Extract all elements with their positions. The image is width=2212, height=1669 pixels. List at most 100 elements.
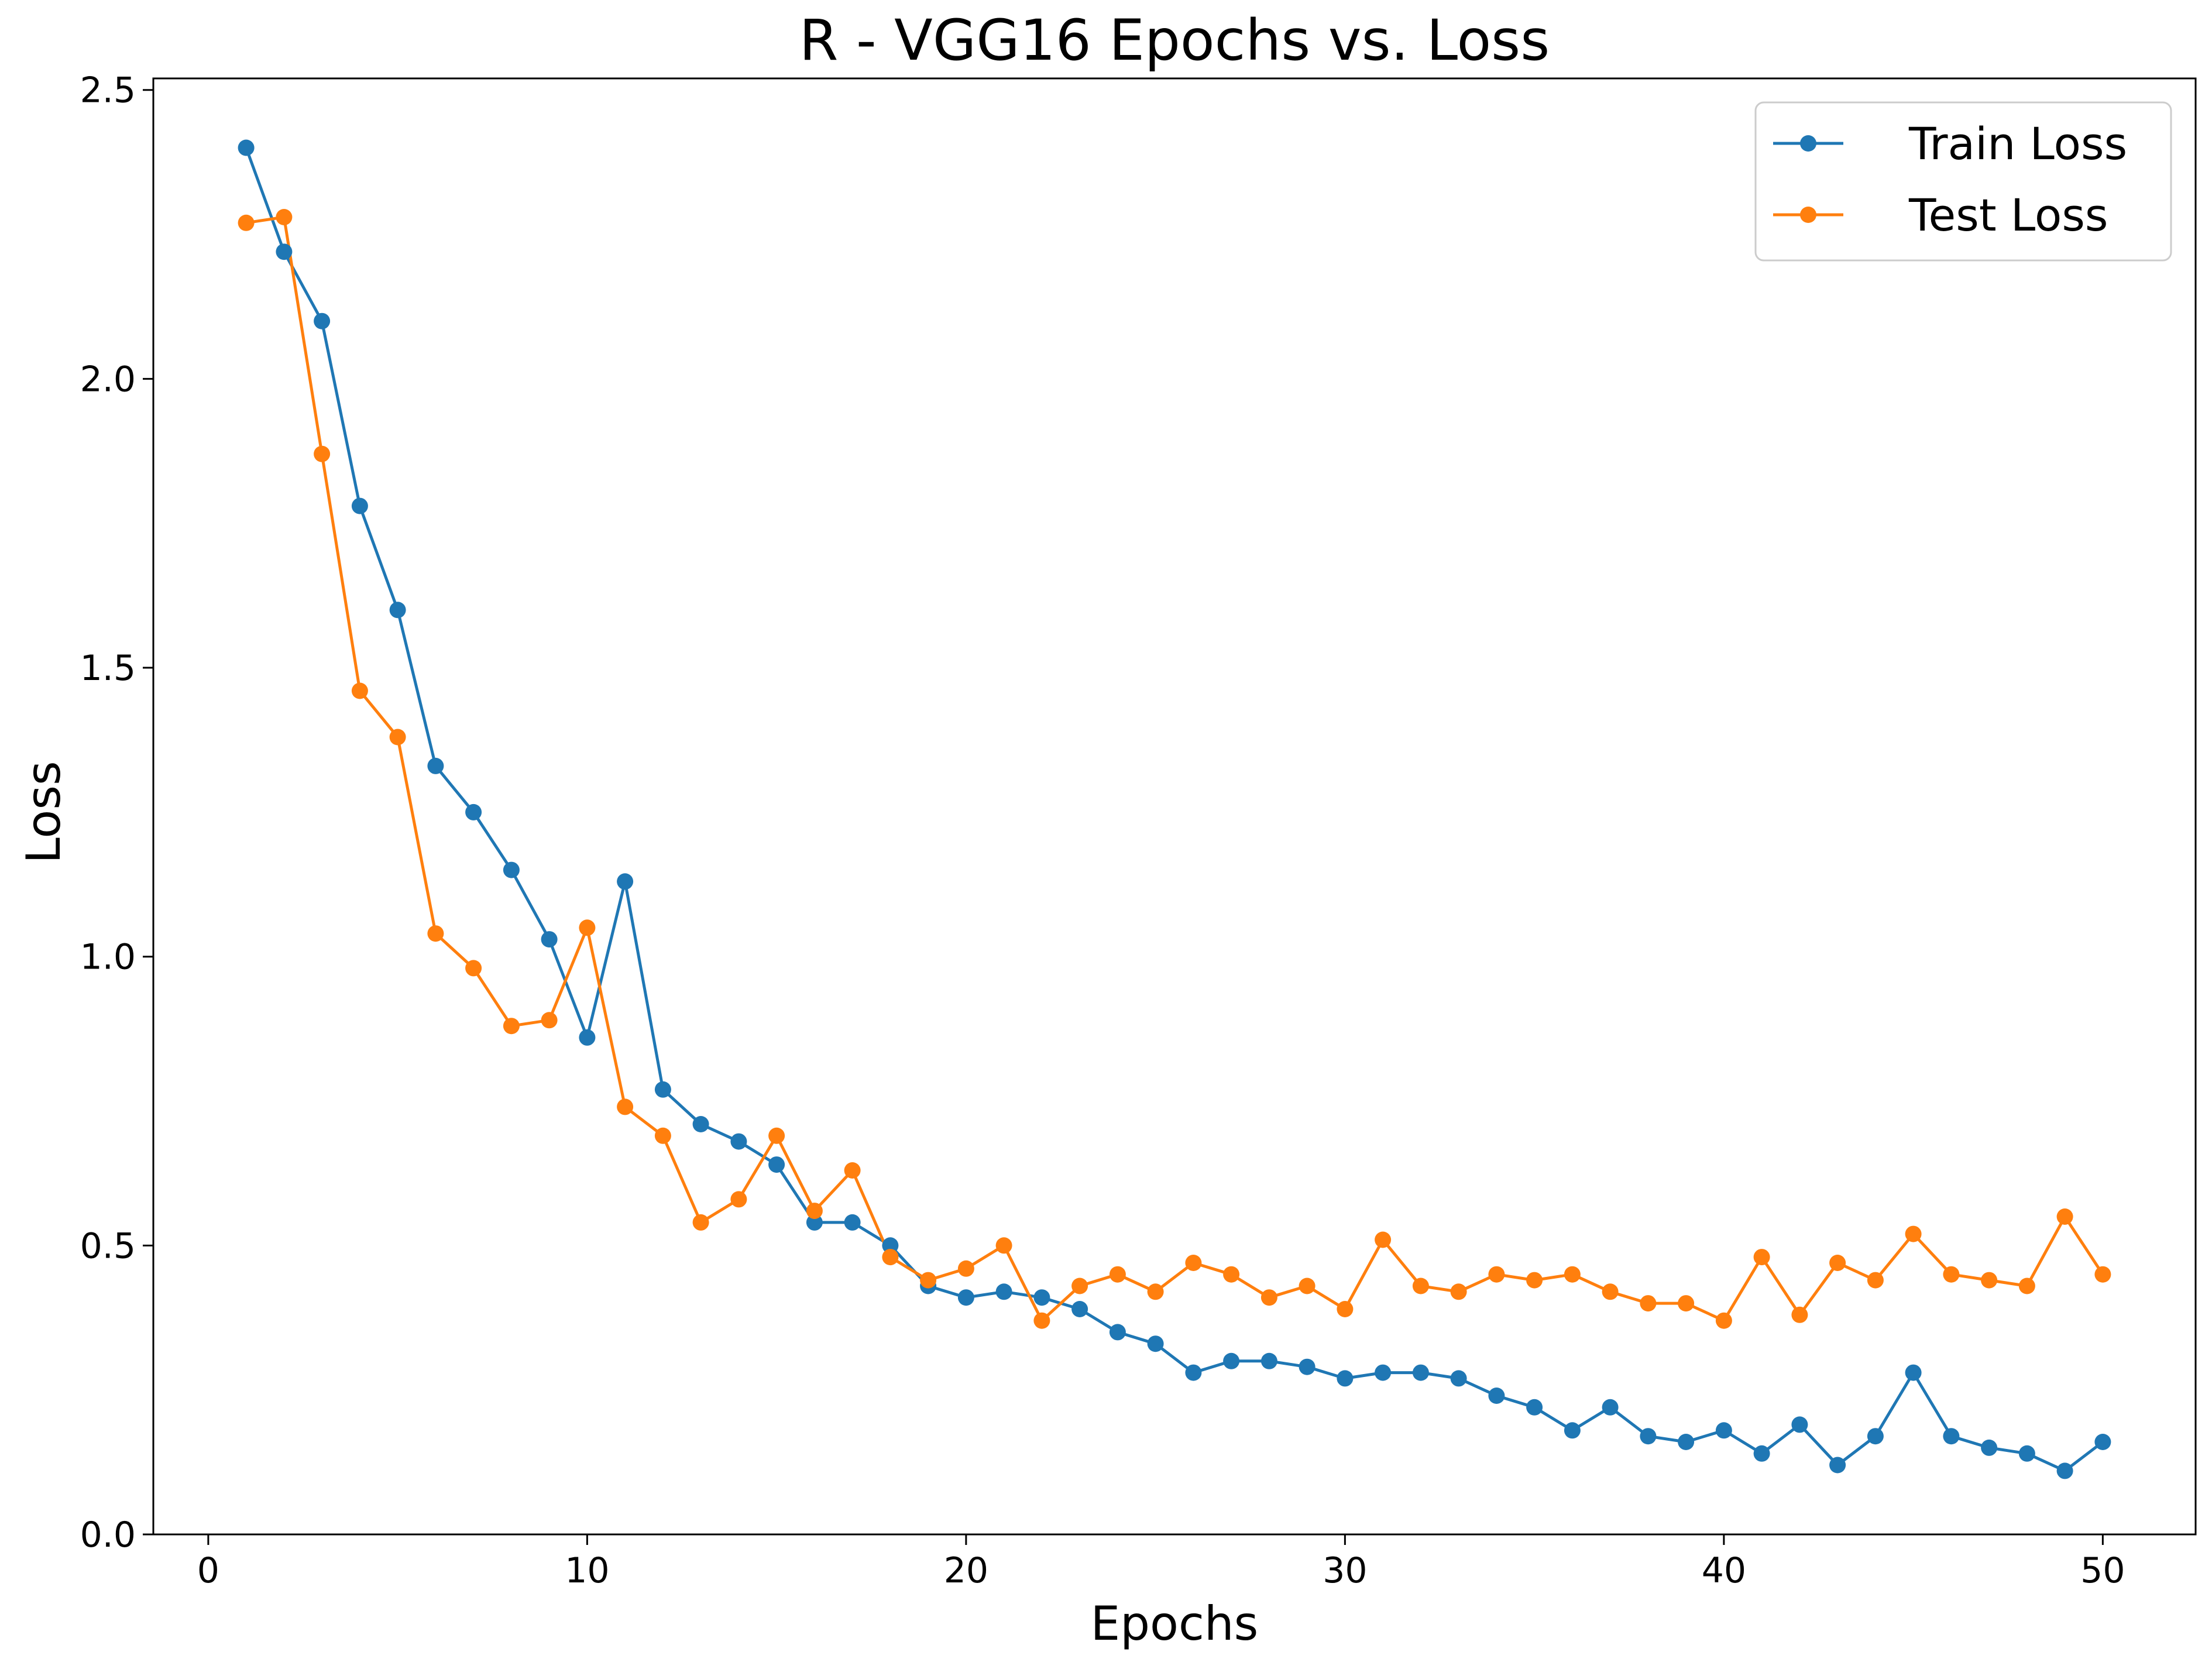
data-point-test-epoch-13 <box>692 1214 709 1231</box>
data-point-test-epoch-32 <box>1412 1277 1429 1294</box>
data-point-train-epoch-13 <box>692 1116 709 1132</box>
data-point-train-epoch-5 <box>389 602 406 619</box>
data-point-test-epoch-31 <box>1375 1231 1392 1248</box>
data-point-train-epoch-18 <box>882 1237 899 1254</box>
data-point-train-epoch-25 <box>1147 1335 1164 1352</box>
data-point-train-epoch-50 <box>2094 1434 2111 1450</box>
y-tick-label-1: 1.0 <box>80 937 136 978</box>
data-point-test-epoch-50 <box>2094 1266 2111 1283</box>
data-point-test-epoch-20 <box>957 1260 974 1277</box>
data-point-train-epoch-8 <box>503 861 520 878</box>
data-point-test-epoch-46 <box>1943 1266 1960 1283</box>
data-point-test-epoch-29 <box>1299 1277 1315 1294</box>
data-point-train-epoch-9 <box>541 931 558 948</box>
data-point-train-epoch-3 <box>314 312 331 329</box>
data-point-test-epoch-23 <box>1071 1277 1088 1294</box>
y-axis-label: Loss <box>16 761 71 863</box>
data-point-test-epoch-15 <box>768 1127 785 1144</box>
data-point-test-epoch-34 <box>1488 1266 1505 1283</box>
data-point-train-epoch-37 <box>1602 1399 1619 1416</box>
data-point-train-epoch-14 <box>730 1133 747 1150</box>
data-point-test-epoch-1 <box>238 214 255 231</box>
series-line-test-loss <box>246 215 2104 1323</box>
data-point-test-epoch-35 <box>1526 1272 1543 1289</box>
data-point-train-epoch-43 <box>1829 1457 1846 1474</box>
data-point-test-epoch-14 <box>730 1191 747 1208</box>
x-tick-label-0: 0 <box>197 1550 219 1591</box>
data-point-train-epoch-26 <box>1185 1364 1202 1381</box>
chart-title: R - VGG16 Epochs vs. Loss <box>799 8 1550 73</box>
data-point-test-epoch-40 <box>1715 1312 1732 1329</box>
data-point-test-epoch-21 <box>995 1237 1012 1254</box>
y-tick-label-1.5: 1.5 <box>80 648 136 689</box>
data-point-train-epoch-27 <box>1223 1352 1240 1369</box>
x-tick-label-50: 50 <box>2080 1550 2125 1591</box>
data-point-test-epoch-7 <box>465 960 482 977</box>
data-point-train-epoch-11 <box>617 873 634 890</box>
data-point-train-epoch-46 <box>1943 1428 1960 1445</box>
data-point-test-epoch-47 <box>1981 1272 1998 1289</box>
data-point-test-epoch-36 <box>1564 1266 1581 1283</box>
data-point-test-epoch-2 <box>276 209 293 225</box>
data-point-train-epoch-35 <box>1526 1399 1543 1416</box>
data-point-test-epoch-4 <box>351 682 368 699</box>
legend-test-marker <box>1800 207 1816 223</box>
data-point-test-epoch-11 <box>617 1098 634 1115</box>
data-point-test-epoch-39 <box>1678 1295 1695 1312</box>
data-point-train-epoch-45 <box>1905 1364 1922 1381</box>
data-point-train-epoch-15 <box>768 1156 785 1173</box>
data-point-test-epoch-45 <box>1905 1225 1922 1242</box>
y-tick-label-0.5: 0.5 <box>80 1225 136 1266</box>
data-point-test-epoch-17 <box>844 1162 861 1179</box>
data-point-train-epoch-22 <box>1033 1289 1050 1306</box>
data-point-test-epoch-26 <box>1185 1255 1202 1271</box>
axes-frame <box>152 77 2197 1536</box>
data-point-test-epoch-19 <box>920 1272 937 1289</box>
data-point-test-epoch-8 <box>503 1018 520 1035</box>
y-tick-label-0: 0.0 <box>80 1515 136 1555</box>
data-point-test-epoch-30 <box>1337 1301 1354 1317</box>
y-tick-label-2.5: 2.5 <box>80 70 136 111</box>
data-point-train-epoch-28 <box>1260 1352 1277 1369</box>
data-point-train-epoch-1 <box>238 139 255 156</box>
data-point-train-epoch-4 <box>351 497 368 514</box>
data-point-train-epoch-20 <box>957 1289 974 1306</box>
x-tick-label-10: 10 <box>565 1550 609 1591</box>
data-point-test-epoch-10 <box>579 919 596 936</box>
data-point-test-epoch-12 <box>654 1127 671 1144</box>
data-point-test-epoch-6 <box>427 925 444 942</box>
data-point-train-epoch-38 <box>1640 1428 1657 1445</box>
data-point-test-epoch-38 <box>1640 1295 1657 1312</box>
data-point-test-epoch-18 <box>882 1249 899 1266</box>
data-point-train-epoch-21 <box>995 1283 1012 1300</box>
data-point-train-epoch-16 <box>806 1214 823 1231</box>
data-point-train-epoch-39 <box>1678 1434 1695 1450</box>
data-point-test-epoch-28 <box>1260 1289 1277 1306</box>
data-point-train-epoch-29 <box>1299 1358 1315 1375</box>
data-point-test-epoch-22 <box>1033 1312 1050 1329</box>
data-point-train-epoch-47 <box>1981 1439 1998 1456</box>
x-tick-label-40: 40 <box>1702 1550 1746 1591</box>
data-point-test-epoch-41 <box>1753 1249 1770 1266</box>
data-point-train-epoch-40 <box>1715 1422 1732 1439</box>
data-point-train-epoch-49 <box>2056 1462 2073 1479</box>
legend-frame <box>1754 101 2172 262</box>
data-point-train-epoch-48 <box>2018 1445 2035 1462</box>
data-point-test-epoch-16 <box>806 1203 823 1220</box>
data-point-test-epoch-43 <box>1829 1255 1846 1271</box>
data-point-test-epoch-9 <box>541 1012 558 1029</box>
data-point-test-epoch-24 <box>1109 1266 1126 1283</box>
data-point-test-epoch-5 <box>389 729 406 746</box>
data-point-train-epoch-12 <box>654 1081 671 1098</box>
data-point-test-epoch-49 <box>2056 1208 2073 1225</box>
data-point-train-epoch-23 <box>1071 1301 1088 1317</box>
data-point-test-epoch-42 <box>1791 1306 1808 1323</box>
data-point-test-epoch-33 <box>1450 1283 1467 1300</box>
plot-area: 0 10 20 30 40 50 0.0 0.5 1.0 1.5 2.0 2.5 <box>80 70 2197 1591</box>
data-point-train-epoch-17 <box>844 1214 861 1231</box>
x-tick-label-30: 30 <box>1323 1550 1367 1591</box>
x-tick-label-20: 20 <box>944 1550 988 1591</box>
